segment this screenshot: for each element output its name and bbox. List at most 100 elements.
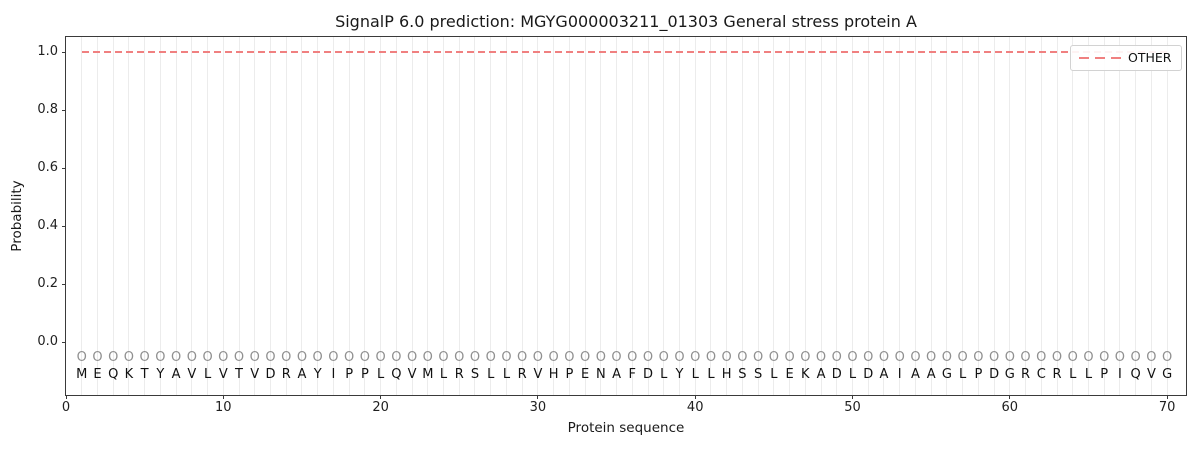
prediction-label: O bbox=[359, 350, 370, 366]
prediction-label: O bbox=[1114, 350, 1126, 366]
gridline bbox=[694, 37, 696, 395]
gridline bbox=[820, 37, 822, 395]
prediction-label: O bbox=[1146, 350, 1157, 366]
y-tick-mark bbox=[62, 51, 66, 53]
x-tick-mark bbox=[380, 395, 382, 399]
x-tick-label: 50 bbox=[844, 400, 861, 415]
y-axis-label: Probability bbox=[9, 180, 25, 252]
residue-letter: A bbox=[171, 366, 181, 382]
gridline bbox=[710, 37, 712, 395]
residue-letter: L bbox=[203, 366, 212, 382]
y-tick-label: 0.8 bbox=[37, 102, 58, 118]
prediction-label: O bbox=[926, 350, 937, 366]
residue-letter: C bbox=[1036, 366, 1046, 382]
gridline bbox=[490, 37, 492, 395]
residue-letter: R bbox=[517, 366, 527, 382]
residue-letter: I bbox=[897, 366, 902, 382]
gridline bbox=[1072, 37, 1074, 395]
prediction-label: O bbox=[312, 350, 323, 366]
x-tick-label: 60 bbox=[1001, 400, 1019, 415]
residue-letter: V bbox=[250, 366, 260, 382]
prediction-label: O bbox=[1020, 350, 1031, 366]
residue-letter: G bbox=[1162, 366, 1173, 382]
residue-letter: V bbox=[1146, 366, 1156, 382]
residue-letter: P bbox=[360, 366, 369, 382]
gridline bbox=[867, 37, 869, 395]
prediction-label: O bbox=[988, 350, 1000, 366]
gridline bbox=[914, 37, 916, 395]
x-tick-mark bbox=[65, 395, 67, 399]
residue-letter: I bbox=[1118, 366, 1122, 382]
residue-letter: L bbox=[487, 366, 495, 382]
gridline bbox=[81, 37, 83, 395]
prediction-label: O bbox=[139, 350, 150, 366]
x-axis-label: Protein sequence bbox=[567, 420, 685, 436]
gridline bbox=[317, 37, 319, 395]
gridline bbox=[946, 37, 948, 395]
gridline bbox=[191, 37, 193, 395]
prediction-label: O bbox=[170, 350, 182, 366]
prediction-label: O bbox=[76, 350, 87, 366]
residue-letter: L bbox=[439, 366, 448, 382]
gridline bbox=[474, 37, 476, 395]
gridline bbox=[836, 37, 838, 395]
residue-letter: G bbox=[941, 366, 952, 382]
prediction-label: O bbox=[485, 350, 496, 366]
residue-letter: Y bbox=[156, 366, 165, 382]
gridline bbox=[395, 37, 397, 395]
residue-letter: L bbox=[376, 366, 385, 382]
prediction-label: O bbox=[438, 350, 449, 366]
gridline bbox=[883, 37, 885, 395]
gridline bbox=[112, 37, 114, 395]
residue-letter: E bbox=[93, 366, 102, 382]
residue-letter: A bbox=[816, 366, 826, 382]
gridline bbox=[348, 37, 350, 395]
prediction-label: O bbox=[1051, 350, 1063, 366]
prediction-label: O bbox=[249, 350, 260, 366]
residue-letter: D bbox=[265, 366, 276, 382]
prediction-label: O bbox=[910, 350, 921, 366]
residue-letter: T bbox=[140, 366, 149, 382]
x-tick-mark bbox=[694, 395, 696, 399]
prediction-label: O bbox=[186, 350, 197, 366]
gridline bbox=[238, 37, 240, 395]
y-tick-mark bbox=[62, 283, 66, 285]
gridline bbox=[899, 37, 901, 395]
residue-letter: Y bbox=[675, 366, 684, 382]
prediction-label: O bbox=[155, 350, 166, 366]
residue-letter: Q bbox=[391, 366, 402, 382]
residue-letter: P bbox=[565, 366, 574, 382]
prediction-label: O bbox=[595, 350, 606, 366]
prediction-label: O bbox=[847, 350, 858, 366]
residue-letter: K bbox=[801, 366, 810, 382]
residue-letter: S bbox=[738, 366, 747, 382]
residue-letter: D bbox=[863, 366, 874, 382]
residue-letter: A bbox=[910, 366, 920, 382]
residue-letter: V bbox=[407, 366, 417, 382]
legend-label: OTHER bbox=[1128, 50, 1172, 65]
prediction-label: O bbox=[454, 350, 465, 366]
residue-letter: L bbox=[707, 366, 715, 382]
prediction-label: O bbox=[1004, 350, 1015, 366]
prediction-label: O bbox=[548, 350, 559, 366]
gridline bbox=[1087, 37, 1089, 395]
gridline bbox=[584, 37, 586, 395]
prediction-label: O bbox=[564, 350, 575, 366]
gridline bbox=[1009, 37, 1011, 395]
residue-letter: L bbox=[1084, 366, 1093, 382]
plot-frame bbox=[65, 36, 1187, 396]
prediction-label: O bbox=[1036, 350, 1047, 366]
gridline bbox=[1166, 37, 1168, 395]
residue-letter: P bbox=[974, 366, 983, 382]
gridline bbox=[128, 37, 130, 395]
prediction-label: O bbox=[642, 350, 654, 366]
residue-letter: E bbox=[580, 366, 590, 382]
y-tick-mark bbox=[62, 225, 66, 227]
x-tick-mark bbox=[222, 395, 224, 399]
prediction-label: O bbox=[784, 350, 795, 366]
prediction-label: O bbox=[1130, 350, 1141, 366]
residue-letter: L bbox=[691, 366, 699, 382]
residue-letter: V bbox=[218, 366, 228, 382]
prediction-label: O bbox=[1083, 350, 1094, 366]
prediction-label: O bbox=[281, 350, 292, 366]
